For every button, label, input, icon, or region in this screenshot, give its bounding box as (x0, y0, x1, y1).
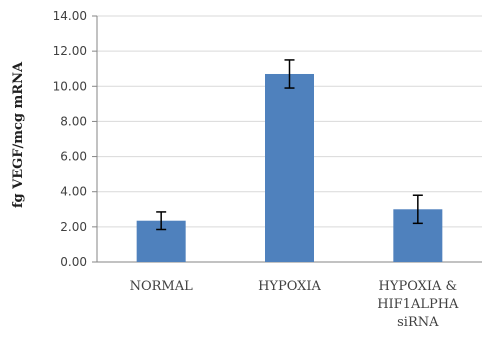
bars (136, 73, 443, 262)
x-tick-label: HYPOXIA (258, 279, 321, 294)
x-tick-label: NORMAL (130, 279, 194, 294)
y-tick-label: 4.00 (60, 185, 87, 199)
y-tick-label: 14.00 (53, 9, 87, 23)
y-tick-label: 10.00 (53, 79, 87, 93)
error-bars (156, 59, 423, 231)
y-tick-label: 12.00 (53, 44, 87, 58)
x-tick-label: HYPOXIA & HIF1ALPHA siRNA (377, 279, 459, 330)
y-tick-label: 8.00 (60, 114, 87, 128)
y-axis-label: fg VEGF/mcg mRNA (11, 61, 26, 208)
y-tick-label: 6.00 (60, 150, 87, 164)
y-tick-labels: 0.00 2.00 4.00 6.00 8.00 10.00 12.00 14.00 (53, 9, 87, 269)
bar (265, 73, 314, 262)
x-tick-labels: NORMAL HYPOXIA HYPOXIA & HIF1ALPHA siRNA (130, 279, 459, 330)
y-tick-label: 0.00 (60, 255, 87, 269)
y-tick-label: 2.00 (60, 220, 87, 234)
